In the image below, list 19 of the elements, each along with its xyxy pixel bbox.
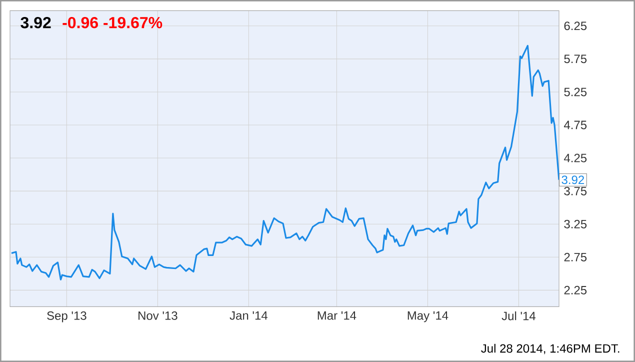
annotation: 3.92 <box>562 176 584 184</box>
y-tick-label: 4.25 <box>564 154 587 162</box>
text: Jul 28 2014, 1:46PM EDT. <box>481 344 620 354</box>
y-tick-label: 3.75 <box>564 186 587 196</box>
x-tick-label: Jan '14 <box>230 311 268 320</box>
y-tick-label: 3.25 <box>564 220 587 228</box>
y-tick-label: 6.25 <box>564 22 587 30</box>
y-tick-label: 4.75 <box>564 120 587 130</box>
x-tick-label: Mar '14 <box>318 311 356 320</box>
y-tick-label: 5.75 <box>564 54 587 64</box>
y-tick-label: 5.25 <box>564 88 587 96</box>
chart-title: 3.92 <box>20 16 51 28</box>
chart-subtitle: -0.96 -19.67% <box>62 16 162 28</box>
y-tick-label: 2.75 <box>564 252 587 262</box>
x-tick-label: Nov '13 <box>138 311 178 320</box>
x-tick-label: May '14 <box>408 311 448 322</box>
x-tick-label: Sep '13 <box>47 311 86 322</box>
x-tick-label: Jul '14 <box>502 311 536 320</box>
y-tick-label: 2.25 <box>564 286 587 294</box>
